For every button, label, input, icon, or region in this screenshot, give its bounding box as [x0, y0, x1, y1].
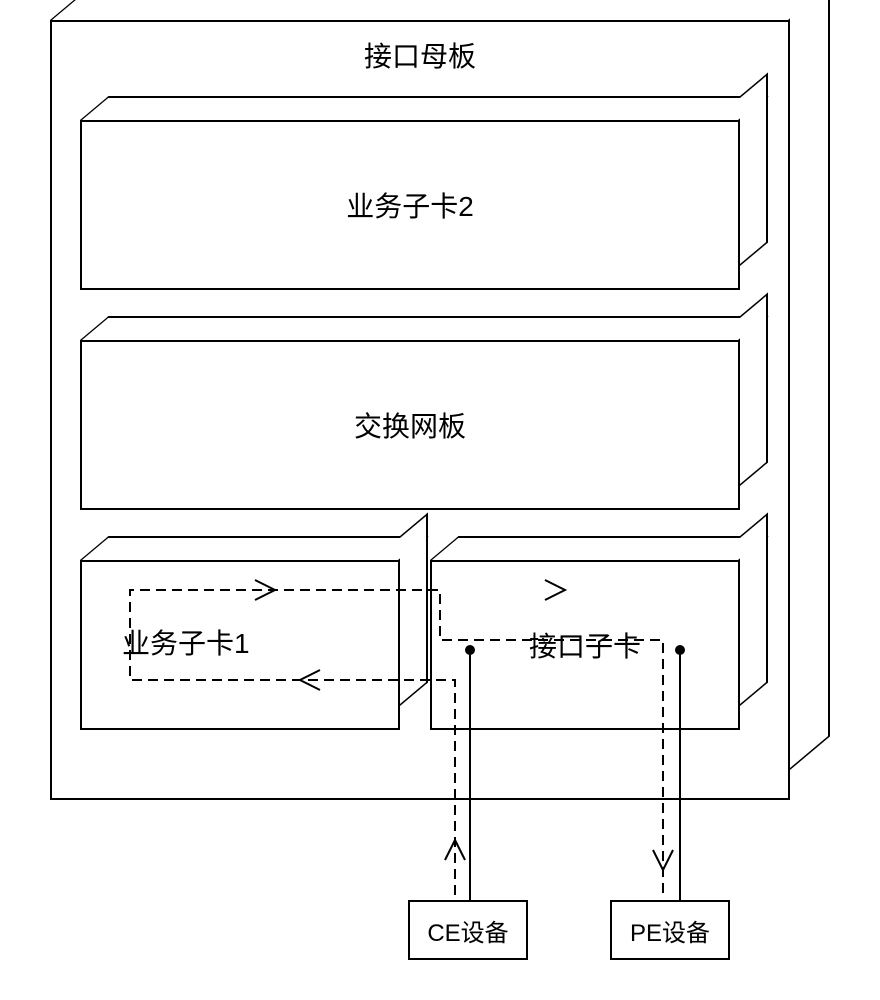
arrow-5 [653, 850, 673, 870]
card-side [740, 513, 768, 706]
card-front: 交换网板 [80, 340, 740, 510]
card-side [740, 73, 768, 266]
service-card-1-label: 业务子卡1 [122, 622, 250, 662]
motherboard-title: 接口母板 [50, 35, 790, 75]
card-top [80, 316, 769, 340]
ce-device: CE设备 [408, 900, 528, 960]
pe-device: PE设备 [610, 900, 730, 960]
card-front: 业务子卡1 [80, 560, 400, 730]
card-top [80, 96, 769, 120]
interface-sub-card-label: 接口子卡 [529, 625, 641, 665]
outer-side-face [790, 0, 830, 770]
card-side [740, 293, 768, 486]
card-front: 业务子卡2 [80, 120, 740, 290]
card-top [80, 536, 429, 560]
switch-board-label: 交换网板 [354, 405, 466, 445]
outer-top-face [50, 0, 826, 20]
arrow-4 [445, 840, 465, 860]
card-top [430, 536, 769, 560]
pe-device-label: PE设备 [630, 913, 710, 948]
card-front: 接口子卡 [430, 560, 740, 730]
ce-device-label: CE设备 [427, 913, 508, 948]
card-side [400, 513, 428, 706]
service-card-2-label: 业务子卡2 [346, 185, 474, 225]
